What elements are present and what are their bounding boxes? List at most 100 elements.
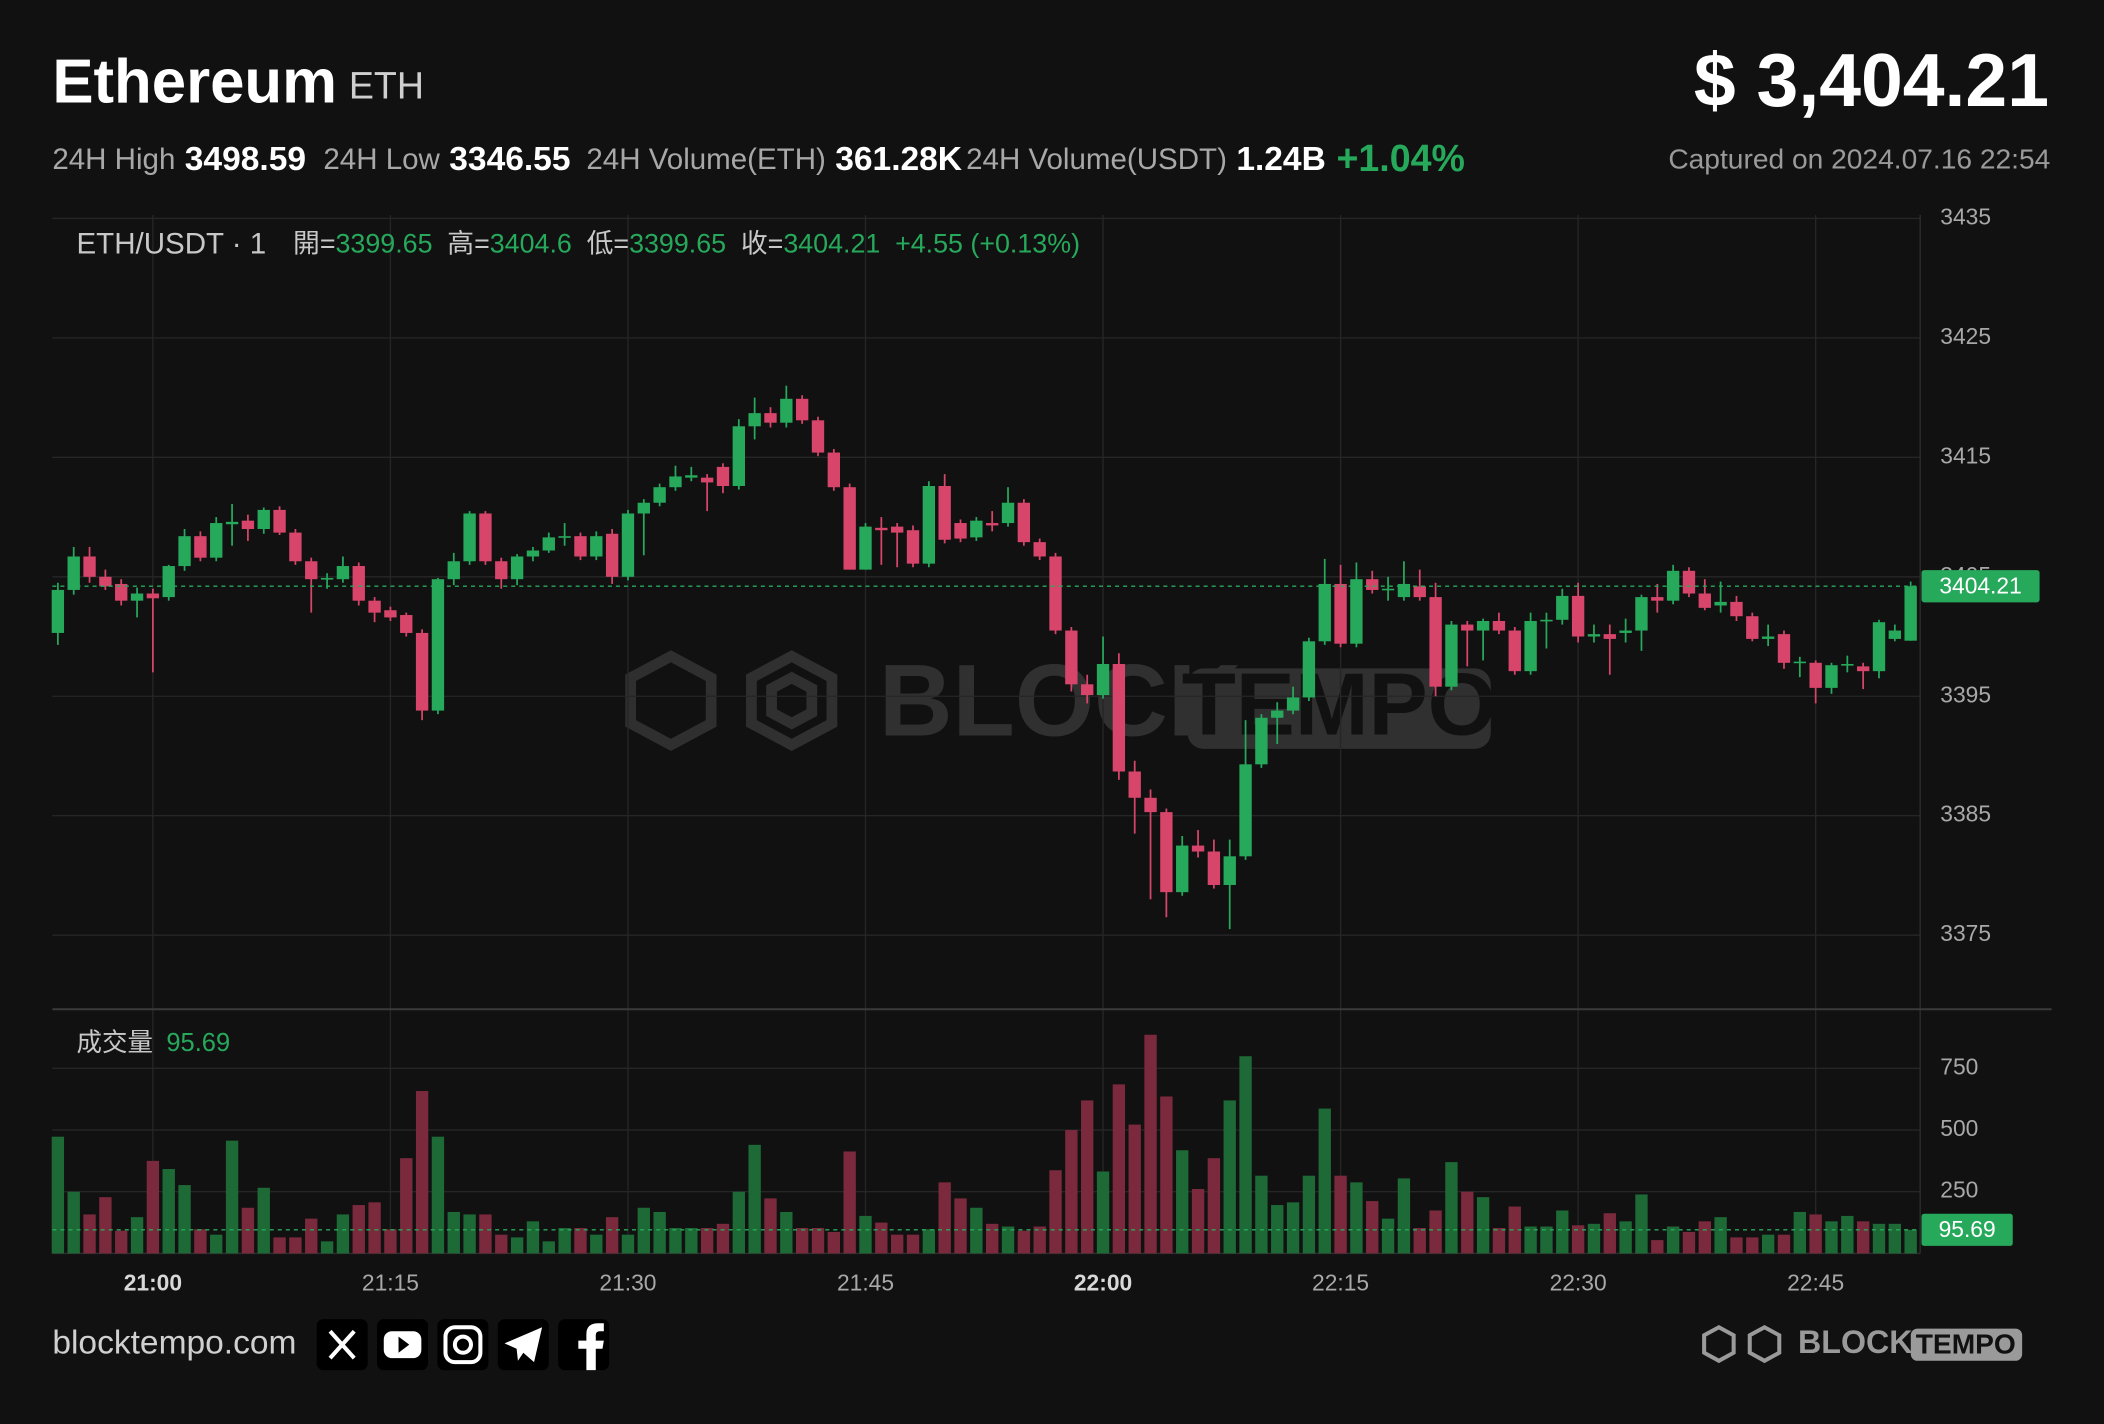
volume-bar — [875, 1222, 888, 1254]
volume-bar — [732, 1191, 745, 1254]
candle-body — [1223, 856, 1236, 885]
candle-body — [305, 561, 318, 580]
candle-body — [431, 579, 445, 711]
candle-body — [986, 523, 999, 526]
volume-bar — [1081, 1100, 1094, 1254]
candle-body — [1777, 634, 1791, 663]
candle-body — [1508, 630, 1521, 672]
volume-bar — [1461, 1191, 1474, 1254]
change: +1.04% — [1336, 137, 1464, 179]
stat: 24H Volume(USDT) 1.24B — [966, 141, 1326, 178]
candle-body — [1524, 620, 1537, 672]
candle-body — [510, 556, 524, 580]
candle-body — [875, 527, 888, 531]
volume-bar — [827, 1231, 841, 1254]
candle-body — [384, 610, 397, 618]
price: $ 3,404.21 — [1694, 38, 2049, 122]
volume-bar — [653, 1211, 666, 1254]
candle-body — [162, 566, 175, 598]
x-tick-label: 21:15 — [362, 1269, 419, 1295]
logo-text: BLOCK — [1798, 1324, 1912, 1360]
volume-bar — [1540, 1226, 1553, 1254]
volume-bar — [1207, 1158, 1221, 1254]
volume-bar — [67, 1191, 80, 1254]
volume-bar — [558, 1228, 571, 1254]
volume-bar — [178, 1185, 191, 1254]
volume-bar — [1904, 1229, 1917, 1254]
candle-body — [273, 509, 286, 533]
candle-body — [289, 532, 302, 562]
candle-body — [210, 523, 223, 558]
volume-bar — [1112, 1084, 1126, 1254]
candle-body — [1017, 502, 1031, 543]
candle-body — [1809, 662, 1822, 688]
volume-bar — [954, 1198, 967, 1254]
volume-bar — [1255, 1175, 1268, 1254]
volume-bar — [1176, 1150, 1189, 1254]
candle-body — [669, 476, 682, 488]
volume-bar — [495, 1234, 508, 1254]
candle-body — [574, 536, 587, 557]
volume-bar — [130, 1217, 144, 1254]
volume-bar — [146, 1160, 160, 1254]
candle-body — [843, 487, 856, 570]
candle-body — [352, 566, 365, 601]
instagram-glyph — [443, 1325, 483, 1365]
volume-bar — [510, 1237, 524, 1254]
candle-body — [368, 600, 381, 613]
candle-body — [1397, 583, 1411, 598]
candle-body — [1856, 666, 1870, 672]
volume-bar — [273, 1237, 286, 1254]
volume-bar — [1049, 1170, 1062, 1254]
candle-body — [1176, 845, 1189, 893]
volume-bar — [811, 1228, 825, 1254]
legend-value: 3399.65 — [629, 229, 726, 259]
volume-key: 成交量 — [76, 1029, 152, 1057]
candle-body — [1761, 636, 1775, 639]
volume-bar — [1809, 1214, 1822, 1254]
volume-bar — [700, 1228, 714, 1254]
stat-value: 3498.59 — [185, 141, 306, 178]
volume-bar — [400, 1158, 413, 1254]
volume-bar — [716, 1223, 730, 1254]
candle-body — [415, 632, 429, 711]
last-price-tag — [1921, 570, 2040, 603]
candle-body — [225, 521, 239, 525]
candle-body — [954, 523, 967, 539]
instagram-icon[interactable] — [437, 1319, 489, 1371]
candle-body — [241, 520, 255, 530]
candle-body — [1381, 588, 1395, 591]
volume-bar — [1746, 1237, 1759, 1254]
x-tick-label: 21:30 — [599, 1269, 656, 1295]
stat-label: 24H High — [52, 143, 175, 176]
candle-body — [400, 615, 413, 633]
volume-bar — [621, 1234, 635, 1254]
y-tick-label: 3425 — [1940, 323, 1991, 349]
youtube-play — [398, 1336, 410, 1353]
volume-bar — [1223, 1100, 1236, 1254]
volume-bar — [637, 1207, 650, 1254]
candle-body — [1445, 624, 1458, 687]
legend-key: 高= — [447, 229, 490, 259]
x-tick-label: 22:30 — [1550, 1269, 1607, 1295]
volume-bar — [336, 1214, 350, 1254]
volume-bar — [970, 1207, 983, 1254]
volume-bar — [368, 1202, 381, 1254]
instagram-lens — [452, 1334, 473, 1355]
volume-bar — [1334, 1175, 1347, 1254]
legend-value: 3399.65 — [336, 229, 433, 259]
volume-bar — [51, 1136, 65, 1254]
logo-icon — [1702, 1324, 1782, 1364]
volume-bar — [1793, 1211, 1806, 1254]
candle-body — [194, 536, 207, 558]
facebook-glyph — [578, 1323, 604, 1371]
candle-body — [1635, 597, 1648, 631]
volume-bar — [1017, 1230, 1031, 1254]
candle-body — [257, 509, 270, 530]
volume-bar — [748, 1144, 761, 1254]
stat-label: 24H Low — [323, 143, 440, 176]
candle-body — [906, 530, 920, 564]
volume-bar — [194, 1229, 207, 1254]
